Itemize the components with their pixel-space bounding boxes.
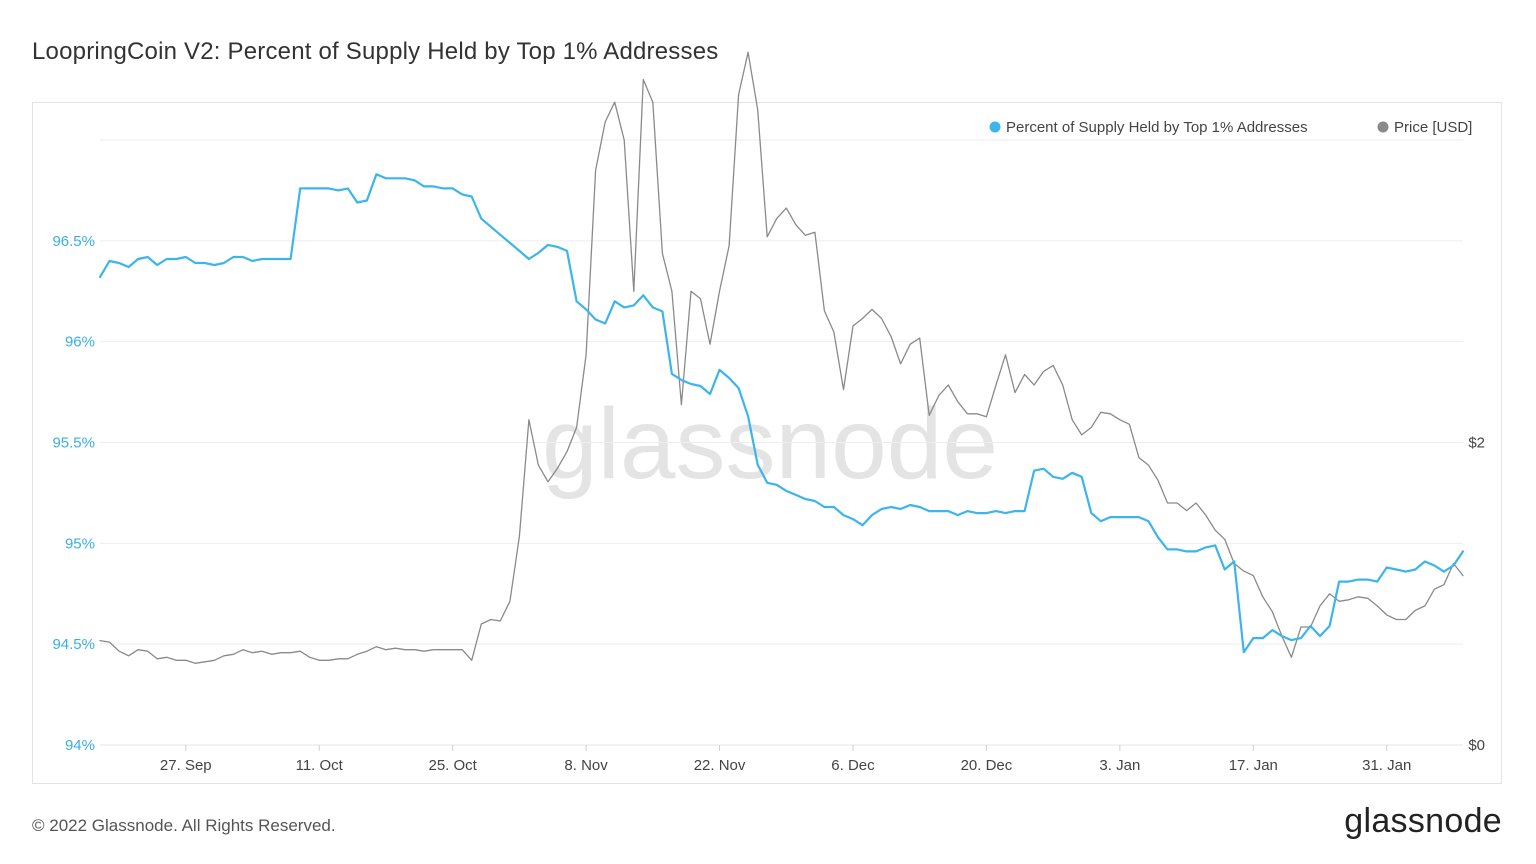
x-tick-label: 6. Dec [831, 757, 875, 774]
y-right-tick-label: $2 [1468, 435, 1485, 452]
legend-item[interactable]: Percent of Supply Held by Top 1% Address… [989, 119, 1308, 136]
y-left-tick-label: 95% [65, 535, 95, 552]
legend-marker [989, 121, 1001, 133]
series-line-price [99, 51, 1464, 664]
y-left-tick-label: 94.5% [52, 636, 95, 653]
chart-title: LoopringCoin V2: Percent of Supply Held … [32, 38, 719, 65]
legend-label: Price [USD] [1394, 119, 1472, 136]
y-left-tick-label: 96.5% [52, 233, 95, 250]
y-left-tick-label: 95.5% [52, 435, 95, 452]
x-tick-label: 22. Nov [694, 757, 746, 774]
y-right-tick-label: $0 [1468, 737, 1485, 754]
glassnode-logo[interactable]: glassnode [1344, 802, 1502, 840]
x-tick-label: 27. Sep [160, 757, 212, 774]
legend-label: Percent of Supply Held by Top 1% Address… [1006, 119, 1308, 136]
x-tick-label: 11. Oct [296, 757, 344, 774]
copyright-footer: © 2022 Glassnode. All Rights Reserved. [32, 816, 336, 835]
x-tick-label: 8. Nov [564, 757, 608, 774]
x-tick-label: 25. Oct [428, 757, 477, 774]
series-line-supply [98, 173, 1465, 654]
legend-marker [1377, 121, 1389, 133]
x-tick-label: 17. Jan [1229, 757, 1278, 774]
x-tick-label: 3. Jan [1099, 757, 1140, 774]
x-tick-label: 31. Jan [1362, 757, 1411, 774]
y-left-tick-label: 94% [65, 737, 95, 754]
y-left-tick-label: 96% [65, 334, 95, 351]
x-tick-label: 20. Dec [961, 757, 1013, 774]
legend-item[interactable]: Price [USD] [1377, 119, 1473, 136]
watermark-text: glassnode [542, 388, 998, 500]
